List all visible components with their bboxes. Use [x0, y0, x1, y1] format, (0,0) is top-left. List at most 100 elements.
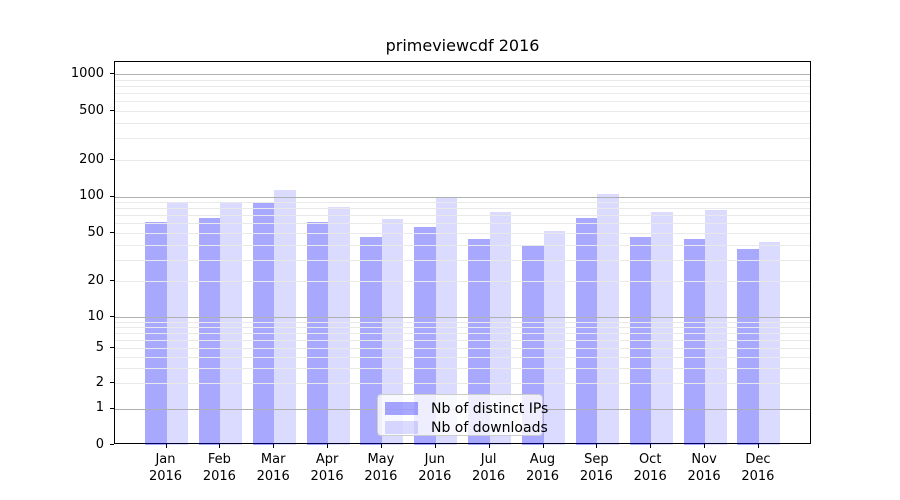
y-tick-label: 500	[79, 102, 104, 118]
minor-gridline	[115, 122, 810, 124]
legend-label-distinct-ips: Nb of distinct IPs	[431, 400, 549, 417]
x-tick-label: Jan 2016	[134, 451, 198, 485]
x-tick-year: 2016	[364, 469, 398, 484]
y-tick-label: 1000	[70, 65, 104, 81]
x-tick-mark	[273, 444, 275, 448]
x-tick-month: May	[367, 452, 395, 467]
y-tick-mark	[110, 407, 114, 409]
y-tick-mark	[110, 159, 114, 160]
bar-distinct-ips-mar	[252, 203, 275, 445]
minor-gridline	[115, 321, 810, 323]
x-tick-year: 2016	[741, 469, 775, 484]
x-tick-mark	[327, 444, 329, 448]
y-tick-mark	[110, 382, 114, 383]
plot-area: Nb of distinct IPs Nb of downloads	[114, 61, 811, 445]
y-tick-mark	[110, 73, 114, 74]
y-tick-label: 1	[95, 400, 104, 415]
bar-distinct-ips-may	[360, 237, 382, 445]
x-tick-month: Jan	[155, 452, 176, 467]
x-tick-month: Feb	[207, 452, 231, 467]
x-tick-year: 2016	[418, 469, 452, 484]
x-tick-year: 2016	[525, 469, 560, 484]
x-tick-month: Jul	[480, 452, 497, 467]
x-tick-month: Aug	[529, 452, 556, 467]
x-tick-month: Sep	[584, 452, 609, 467]
y-tick-label: 200	[79, 151, 104, 167]
major-gridline	[115, 196, 810, 198]
bar-distinct-ips-dec	[737, 248, 759, 445]
bar-downloads-oct	[651, 212, 673, 445]
x-tick-month: Jun	[424, 452, 445, 467]
x-tick-month: Nov	[691, 452, 717, 467]
legend-swatch-distinct-ips	[385, 402, 418, 415]
x-tick-mark	[704, 444, 706, 448]
minor-gridline	[115, 111, 810, 112]
y-tick-label: 5	[95, 339, 104, 355]
y-tick-mark	[110, 232, 114, 233]
x-tick-mark	[757, 444, 759, 448]
bar-downloads-jan	[166, 202, 188, 445]
x-tick-year: 2016	[633, 469, 667, 484]
legend: Nb of distinct IPs Nb of downloads	[377, 394, 548, 437]
y-tick-mark	[110, 444, 114, 445]
legend-item-distinct-ips: Nb of distinct IPs	[385, 399, 548, 418]
bar-downloads-sep	[597, 193, 619, 445]
y-tick-label: 2	[95, 374, 104, 390]
bar-downloads-jul	[489, 212, 512, 445]
legend-swatch-downloads	[385, 421, 418, 434]
x-tick-mark	[219, 444, 221, 448]
major-gridline	[115, 74, 810, 75]
minor-gridline	[115, 244, 810, 246]
x-tick-label: Nov 2016	[672, 451, 736, 485]
minor-gridline	[115, 208, 810, 210]
y-tick-mark	[110, 195, 114, 197]
x-tick-mark	[380, 444, 382, 448]
x-tick-year: 2016	[310, 469, 344, 484]
grid-layer	[115, 62, 810, 443]
bar-downloads-aug	[543, 230, 565, 445]
bar-downloads-may	[381, 219, 404, 445]
x-tick-month: Mar	[260, 452, 286, 467]
minor-gridline	[115, 79, 810, 81]
y-tick-mark	[110, 347, 114, 348]
y-tick-mark	[110, 280, 114, 281]
minor-gridline	[115, 333, 810, 334]
x-tick-label: Mar 2016	[241, 451, 305, 485]
x-tick-year: 2016	[256, 469, 290, 484]
x-tick-label: Aug 2016	[511, 451, 575, 485]
x-tick-label: Apr 2016	[295, 451, 359, 485]
chart-title: primeviewcdf 2016	[385, 36, 540, 55]
x-tick-label: Oct 2016	[618, 451, 682, 485]
x-tick-mark	[488, 444, 490, 448]
minor-gridline	[115, 202, 810, 203]
minor-gridline	[115, 339, 810, 341]
x-tick-label: Feb 2016	[187, 451, 251, 485]
y-tick-mark	[110, 316, 114, 317]
minor-gridline	[115, 383, 810, 384]
legend-item-downloads: Nb of downloads	[385, 418, 548, 437]
minor-gridline	[115, 356, 810, 358]
x-tick-year: 2016	[579, 469, 613, 484]
y-tick-label: 0	[95, 436, 104, 452]
y-tick-label: 50	[87, 224, 104, 240]
x-tick-year: 2016	[687, 469, 721, 484]
minor-gridline	[115, 327, 810, 328]
bar-downloads-dec	[758, 242, 781, 445]
minor-gridline	[115, 160, 810, 161]
y-tick-label: 20	[87, 272, 104, 288]
x-tick-mark	[434, 444, 436, 448]
x-tick-month: Dec	[745, 452, 771, 467]
legend-label-downloads: Nb of downloads	[431, 419, 548, 436]
minor-gridline	[115, 85, 810, 87]
y-tick-mark	[110, 110, 114, 111]
minor-gridline	[115, 348, 810, 349]
x-tick-label: Jul 2016	[457, 451, 521, 485]
y-tick-label: 10	[87, 308, 104, 324]
x-tick-label: Sep 2016	[564, 451, 628, 485]
x-tick-year: 2016	[472, 469, 506, 484]
x-tick-month: Oct	[638, 452, 662, 467]
minor-gridline	[115, 215, 810, 217]
x-tick-mark	[596, 444, 598, 448]
minor-gridline	[115, 233, 810, 234]
